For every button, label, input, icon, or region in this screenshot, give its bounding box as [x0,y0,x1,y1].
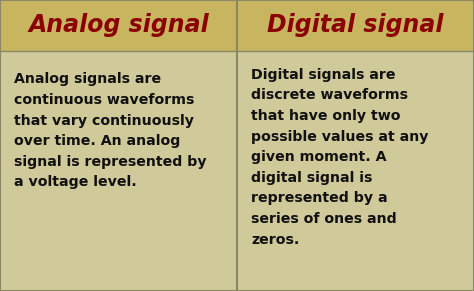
FancyBboxPatch shape [237,51,474,291]
Text: Analog signals are
continuous waveforms
that vary continuously
over time. An ana: Analog signals are continuous waveforms … [14,72,207,189]
FancyBboxPatch shape [0,51,237,291]
Text: Analog signal: Analog signal [28,13,209,38]
Text: Digital signals are
discrete waveforms
that have only two
possible values at any: Digital signals are discrete waveforms t… [251,68,428,246]
FancyBboxPatch shape [237,0,474,51]
FancyBboxPatch shape [0,0,237,51]
Text: Digital signal: Digital signal [267,13,444,38]
